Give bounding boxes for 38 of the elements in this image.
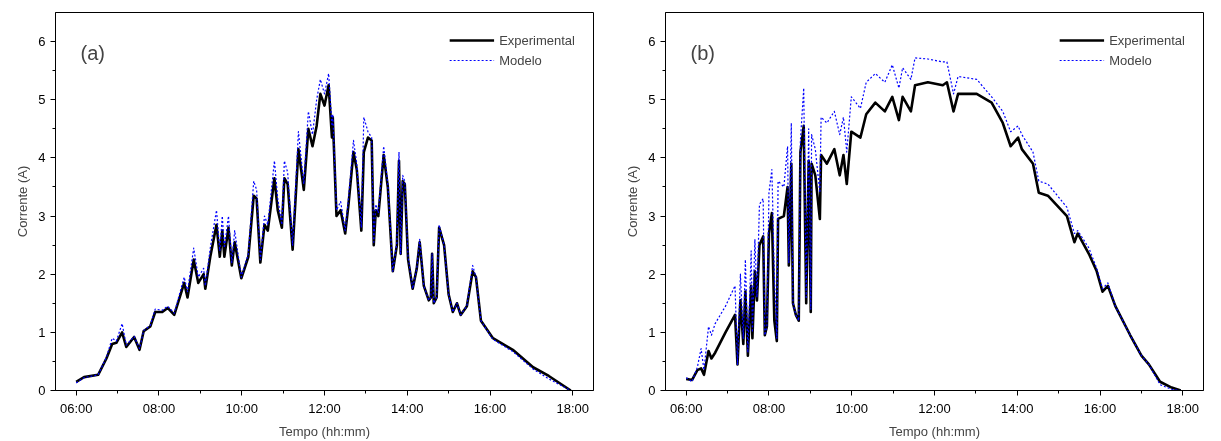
x-tick-label: 18:00: [1166, 400, 1200, 416]
y-tick-label: 6: [38, 34, 46, 50]
y-tick-label: 3: [648, 208, 656, 224]
annotation: (b): [690, 41, 715, 64]
y-tick-label: 5: [648, 92, 656, 108]
legend-label: Modelo: [499, 52, 542, 68]
y-axis-title: Corrente (A): [625, 165, 641, 238]
y-tick-label: 6: [648, 34, 656, 50]
y-tick-label: 2: [38, 266, 46, 282]
x-tick-label: 14:00: [1001, 400, 1034, 416]
y-tick-label: 2: [648, 266, 656, 282]
x-tick-label: 06:00: [59, 400, 93, 416]
y-tick-label: 1: [648, 324, 656, 340]
y-tick-label: 5: [38, 92, 46, 108]
y-tick-label: 3: [38, 208, 46, 224]
x-tick-label: 10:00: [225, 400, 259, 416]
y-tick-label: 0: [648, 383, 656, 398]
x-tick-label: 08:00: [142, 400, 176, 416]
x-tick-label: 18:00: [556, 400, 590, 416]
x-tick-label: 14:00: [391, 400, 424, 416]
y-axis-title: Corrente (A): [15, 165, 31, 238]
x-axis-title: Tempo (hh:mm): [888, 423, 981, 439]
annotation: (a): [80, 41, 105, 64]
x-tick-label: 12:00: [918, 400, 951, 416]
x-tick-label: 16:00: [473, 400, 507, 416]
x-tick-label: 08:00: [752, 400, 786, 416]
x-tick-label: 12:00: [308, 400, 341, 416]
legend-label: Experimental: [499, 32, 575, 48]
x-tick-label: 06:00: [669, 400, 703, 416]
x-tick-label: 10:00: [835, 400, 869, 416]
legend-label: Experimental: [1109, 32, 1185, 48]
y-tick-label: 1: [38, 324, 46, 340]
y-tick-label: 0: [38, 383, 46, 398]
y-tick-label: 4: [38, 150, 46, 166]
x-axis-title: Tempo (hh:mm): [278, 423, 371, 439]
legend-label: Modelo: [1109, 52, 1152, 68]
x-tick-label: 16:00: [1083, 400, 1117, 416]
y-tick-label: 4: [648, 150, 656, 166]
